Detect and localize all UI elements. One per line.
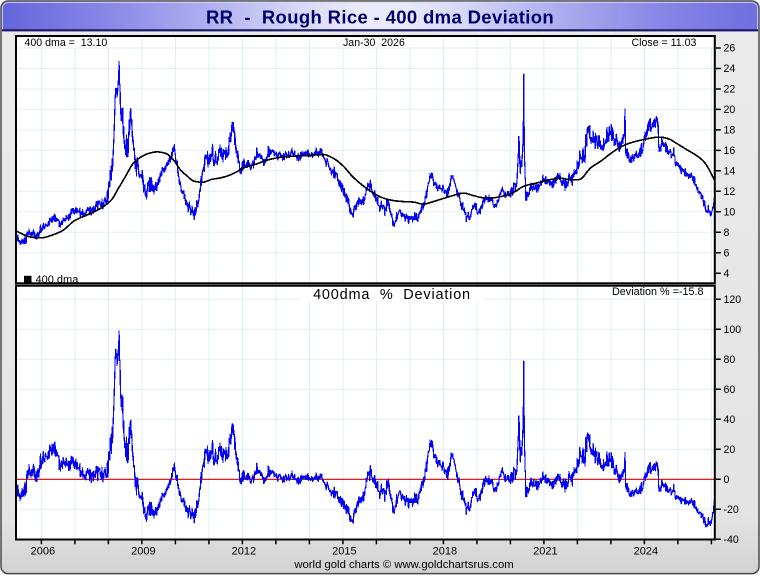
svg-text:RR - Rough Rice - 400 dma De: RR - Rough Rice - 400 dma Deviation <box>206 7 554 28</box>
svg-text:2021: 2021 <box>533 546 557 558</box>
svg-text:2024: 2024 <box>634 546 658 558</box>
svg-text:20: 20 <box>724 444 736 456</box>
svg-text:2009: 2009 <box>131 546 155 558</box>
svg-text:120: 120 <box>724 294 742 306</box>
svg-text:60: 60 <box>724 384 736 396</box>
svg-text:world gold charts © www.goldch: world gold charts © www.goldchartsrus.co… <box>293 559 513 571</box>
svg-text:400 dma = 13.10: 400 dma = 13.10 <box>25 37 108 49</box>
svg-text:-20: -20 <box>724 504 739 516</box>
svg-text:Jan-30 2026: Jan-30 2026 <box>343 37 405 49</box>
svg-text:12: 12 <box>724 186 736 198</box>
svg-text:4: 4 <box>724 268 730 280</box>
svg-text:-40: -40 <box>724 534 739 546</box>
svg-text:10: 10 <box>724 207 736 219</box>
svg-text:40: 40 <box>724 414 736 426</box>
svg-text:26: 26 <box>724 43 736 55</box>
svg-text:80: 80 <box>724 354 736 366</box>
svg-text:20: 20 <box>724 104 736 116</box>
svg-text:8: 8 <box>724 227 730 239</box>
svg-text:2015: 2015 <box>332 546 356 558</box>
svg-text:0: 0 <box>724 474 730 486</box>
svg-text:14: 14 <box>724 166 736 178</box>
svg-text:6: 6 <box>724 247 730 259</box>
svg-text:18: 18 <box>724 125 736 137</box>
svg-text:Close = 11.03: Close = 11.03 <box>632 37 697 49</box>
svg-text:2018: 2018 <box>433 546 457 558</box>
svg-text:100: 100 <box>724 324 742 336</box>
svg-text:2006: 2006 <box>31 546 55 558</box>
svg-text:Deviation % =-15.8: Deviation % =-15.8 <box>612 286 704 298</box>
svg-text:24: 24 <box>724 63 736 75</box>
svg-text:2012: 2012 <box>232 546 256 558</box>
svg-text:16: 16 <box>724 145 736 157</box>
svg-text:22: 22 <box>724 84 736 96</box>
svg-text:400dma % Deviation: 400dma % Deviation <box>313 287 471 303</box>
